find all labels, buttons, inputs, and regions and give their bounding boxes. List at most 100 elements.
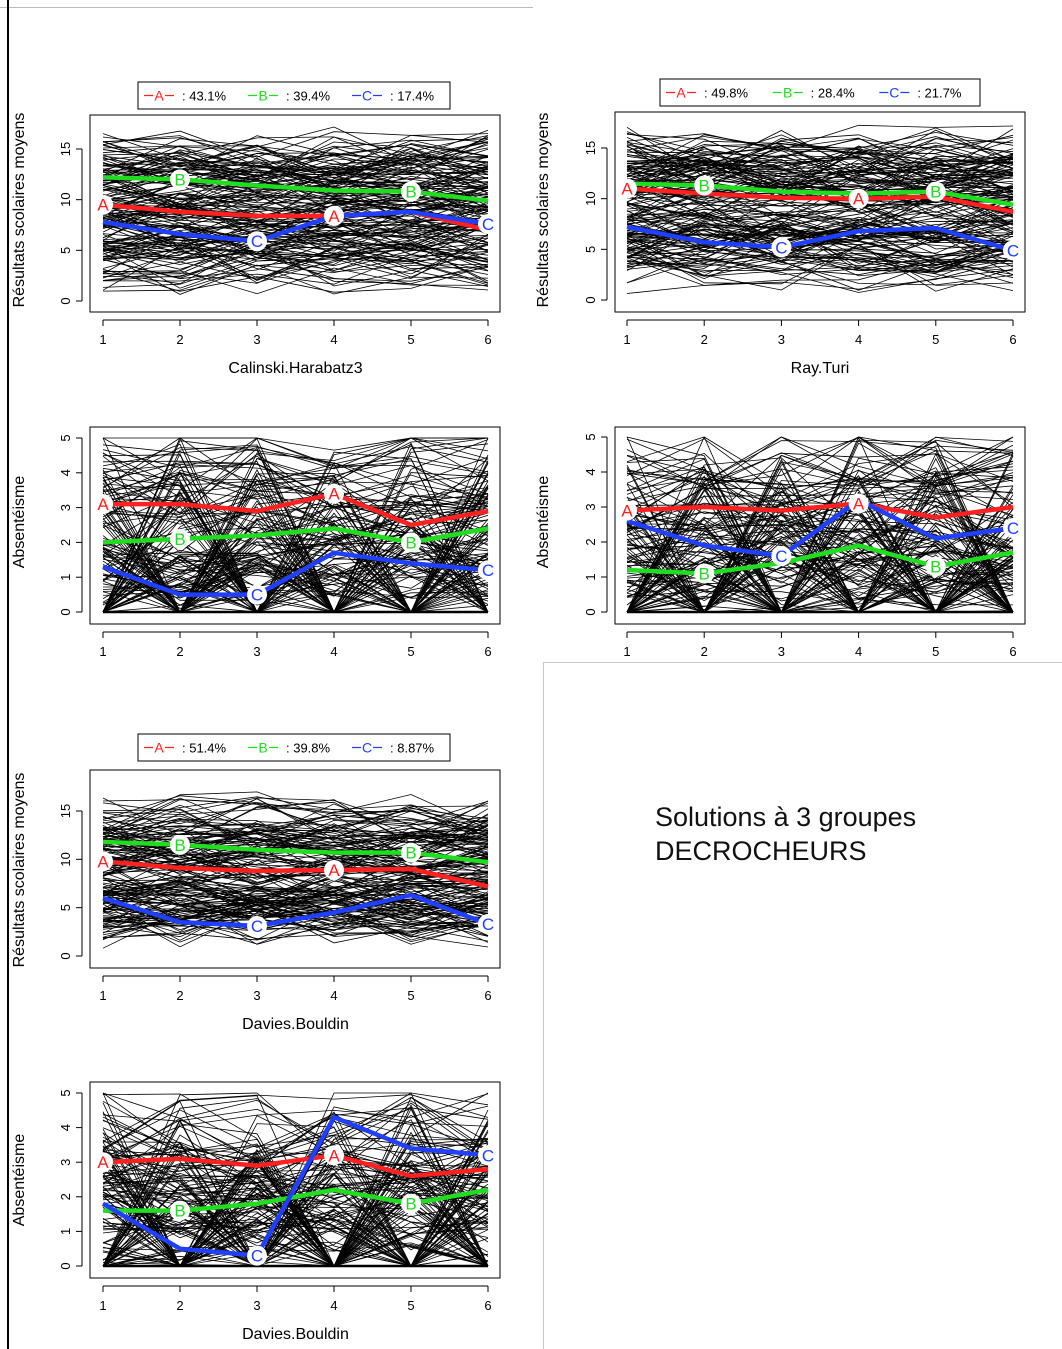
- background-trajectory: [626, 140, 1014, 188]
- x-tick-label: 6: [484, 644, 491, 659]
- series-line-C: [626, 224, 1014, 253]
- x-axis-title: Ray.Turi: [791, 360, 850, 377]
- y-tick-label: 3: [58, 1159, 73, 1166]
- y-tick-label: 15: [58, 804, 73, 818]
- series-marker-bg-A: [324, 483, 344, 504]
- series-marker-B: B: [699, 565, 710, 584]
- x-tick-label: 6: [484, 988, 491, 1003]
- background-trajectory: [102, 265, 489, 293]
- annotation-line-2: DECROCHEURS: [655, 836, 867, 866]
- series-line-A: [103, 491, 489, 528]
- series-marker-bg-B: [170, 528, 190, 549]
- background-trajectory: [102, 173, 489, 212]
- series-marker-bg-C: [1003, 240, 1023, 261]
- legend-percent-A: : 51.4%: [182, 741, 227, 756]
- x-tick-label: 5: [407, 332, 414, 347]
- series-marker-bg-C: [247, 231, 267, 252]
- series-marker-B: B: [930, 183, 941, 202]
- background-trajectory: [626, 540, 1014, 613]
- legend-swatch-gap: [257, 739, 269, 755]
- background-trajectory: [102, 1202, 489, 1267]
- background-trajectory: [102, 535, 489, 613]
- y-tick-label: 5: [58, 904, 73, 911]
- background-trajectory: [102, 219, 489, 255]
- series-marker-bg-A: [617, 500, 637, 521]
- legend-swatch-gap: [361, 87, 373, 103]
- x-axis-title: Davies.Bouldin: [242, 1326, 349, 1343]
- background-trajectory: [102, 1093, 489, 1158]
- series-line-C: [102, 892, 489, 929]
- series-marker-bg-B: [170, 1200, 190, 1221]
- background-trajectory: [626, 234, 1014, 265]
- y-tick-label: 15: [58, 142, 73, 156]
- y-tick-label: 5: [583, 246, 598, 253]
- series-marker-B: B: [174, 1202, 185, 1221]
- y-axis-title: Absentéisme: [11, 1134, 28, 1227]
- background-trajectory: [626, 126, 1014, 178]
- x-tick-label: 2: [176, 988, 183, 1003]
- legend-box: [137, 733, 451, 762]
- legend-letter-A: A: [676, 85, 686, 101]
- series-line-A: [102, 859, 489, 889]
- background-trajectory: [102, 1150, 489, 1267]
- background-trajectory: [102, 797, 489, 826]
- background-trajectory: [102, 555, 489, 613]
- background-trajectory: [102, 879, 489, 917]
- series-marker-bg-C: [478, 914, 498, 935]
- y-tick-label: 10: [58, 852, 73, 866]
- series-line-C: [102, 550, 489, 597]
- background-trajectory: [626, 436, 1014, 613]
- y-axis-title: Absentéisme: [11, 476, 28, 569]
- background-trajectory: [626, 182, 1014, 226]
- plot-frame: [89, 1081, 501, 1279]
- x-tick-label: 3: [778, 644, 785, 659]
- legend-letter-C: C: [362, 740, 372, 756]
- x-tick-label: 6: [1009, 644, 1016, 659]
- background-trajectory: [626, 136, 1014, 182]
- series-marker-bg-C: [478, 213, 498, 234]
- y-tick-label: 5: [583, 433, 598, 440]
- series-marker-A: A: [328, 485, 340, 504]
- legend-box: [659, 78, 981, 107]
- background-trajectory: [102, 138, 489, 187]
- background-trajectory: [102, 797, 489, 839]
- legend-percent-C: : 17.4%: [390, 89, 435, 104]
- background-trajectory: [102, 1107, 489, 1164]
- series-line-A: [626, 501, 1014, 520]
- background-trajectory: [102, 887, 489, 928]
- x-tick-label: 5: [407, 1298, 414, 1313]
- x-tick-label: 4: [855, 644, 862, 659]
- series-marker-C: C: [775, 238, 787, 257]
- series-marker-bg-A: [93, 194, 113, 215]
- series-marker-bg-B: [170, 834, 190, 855]
- background-trajectory: [102, 1146, 489, 1267]
- background-trajectory: [102, 1134, 489, 1267]
- legend-percent-C: : 21.7%: [917, 86, 962, 101]
- series-marker-bg-C: [771, 546, 792, 566]
- background-trajectory: [102, 808, 489, 855]
- legend: A: 51.4% B: 39.8% C: 8.87%: [137, 733, 451, 762]
- background-trajectory: [102, 538, 489, 609]
- background-trajectory: [626, 223, 1014, 260]
- series-marker-A: A: [328, 207, 340, 226]
- background-trajectory: [102, 1100, 489, 1267]
- y-tick-label: 3: [58, 504, 73, 511]
- series-marker-bg-B: [694, 563, 715, 584]
- background-trajectory: [102, 437, 489, 613]
- y-tick-label: 4: [58, 469, 73, 476]
- background-trajectory: [102, 1092, 489, 1267]
- background-trajectories: [626, 436, 1014, 614]
- series-line-C: [102, 209, 489, 244]
- legend-letter-A: A: [154, 88, 164, 104]
- background-trajectory: [102, 145, 489, 184]
- y-tick-label: 5: [58, 247, 73, 254]
- series-marker-B: B: [699, 176, 710, 195]
- y-tick-label: 10: [58, 192, 73, 206]
- background-trajectory: [102, 910, 489, 941]
- x-tick-label: 4: [330, 644, 337, 659]
- background-trajectory: [626, 142, 1014, 167]
- background-trajectory: [102, 514, 489, 547]
- background-trajectory: [102, 1193, 489, 1267]
- series-marker-B: B: [405, 533, 416, 552]
- background-trajectory: [102, 235, 489, 282]
